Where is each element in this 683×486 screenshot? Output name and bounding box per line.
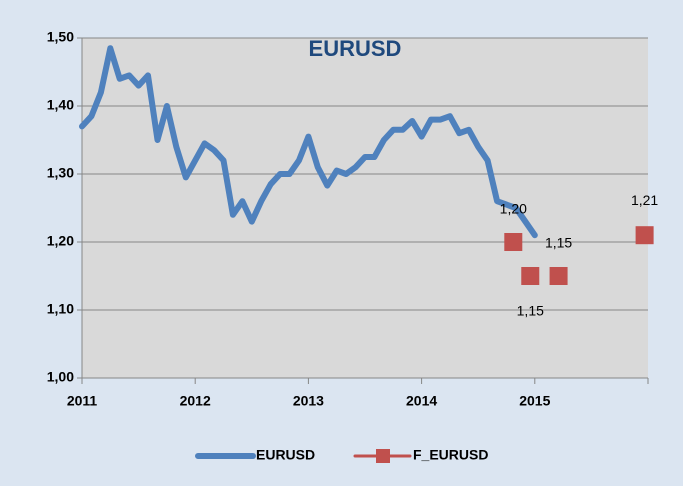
y-tick-label: 1,20: [47, 233, 74, 249]
line-series: [79, 45, 538, 239]
data-label: 1,20: [500, 201, 527, 217]
data-label: 1,15: [517, 303, 544, 319]
legend-marker: [376, 449, 390, 463]
y-tick-label: 1,30: [47, 165, 74, 181]
marker: [635, 226, 654, 245]
data-label: 1,21: [631, 192, 658, 208]
legend-label: F_EURUSD: [413, 447, 488, 463]
y-tick-label: 1,40: [47, 97, 74, 113]
marker: [549, 267, 568, 285]
plot-area: [82, 38, 648, 378]
y-tick-label: 1,50: [47, 29, 74, 45]
chart-title: EURUSD: [309, 36, 402, 61]
data-label: 1,15: [545, 235, 572, 251]
y-tick-label: 1,00: [47, 369, 74, 385]
x-tick-label: 2014: [406, 393, 437, 409]
marker: [521, 267, 540, 285]
x-tick-label: 2011: [67, 393, 98, 409]
legend-label: EURUSD: [256, 447, 315, 463]
y-tick-label: 1,10: [47, 301, 74, 317]
marker: [504, 233, 523, 251]
x-tick-label: 2013: [293, 393, 324, 409]
x-tick-label: 2012: [180, 393, 211, 409]
x-tick-label: 2015: [519, 393, 550, 409]
